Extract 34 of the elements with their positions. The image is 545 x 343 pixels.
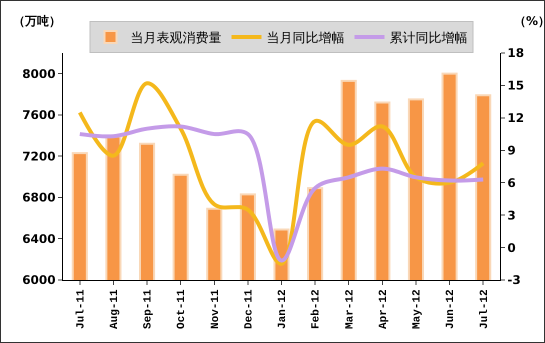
x-tick-label: Jun-12 bbox=[445, 289, 458, 330]
y-tick-label: 6800 bbox=[22, 190, 56, 205]
y-tick-label: 6000 bbox=[22, 273, 56, 288]
y2-tick-label: 3 bbox=[507, 208, 516, 222]
x-tick-label: Feb-12 bbox=[310, 289, 323, 330]
x-tick-label: May-12 bbox=[412, 289, 424, 330]
y-tick-label: 6400 bbox=[22, 232, 56, 246]
line-series bbox=[78, 124, 486, 263]
legend-label: 当月表观消费量 bbox=[130, 31, 222, 46]
legend-label: 当月同比增幅 bbox=[266, 31, 344, 46]
y-tick-label: 7600 bbox=[22, 108, 56, 122]
x-tick-label: Aug-11 bbox=[108, 289, 121, 330]
y2-tick-label: 9 bbox=[507, 143, 516, 158]
y2-tick-label: 0 bbox=[507, 240, 516, 255]
x-tick-label: Jul-12 bbox=[478, 289, 491, 330]
y2-tick-label: -3 bbox=[507, 273, 521, 288]
x-tick-label: Mar-12 bbox=[344, 289, 356, 330]
x-tick-label: Apr-12 bbox=[378, 289, 390, 330]
y2-axis-title: （%） bbox=[514, 14, 545, 28]
y-axis-title: （万吨） bbox=[13, 14, 61, 28]
x-tick-label: Jul-11 bbox=[75, 289, 88, 330]
x-tick-label: Nov-11 bbox=[210, 289, 222, 330]
y-tick-label: 7200 bbox=[22, 149, 56, 164]
x-tick-label: Sep-11 bbox=[142, 289, 155, 330]
x-tick-label: Dec-11 bbox=[243, 289, 256, 330]
y-tick-label: 8000 bbox=[22, 66, 56, 81]
y2-tick-label: 15 bbox=[507, 78, 524, 93]
y2-tick-label: 18 bbox=[507, 46, 524, 60]
line-series bbox=[78, 81, 486, 266]
y2-tick-label: 6 bbox=[507, 176, 516, 190]
y2-tick-label: 12 bbox=[507, 111, 524, 126]
legend-label: 累计同比增幅 bbox=[390, 31, 468, 46]
x-tick-label: Jan-12 bbox=[277, 289, 290, 330]
x-tick-label: Oct-11 bbox=[176, 289, 188, 330]
